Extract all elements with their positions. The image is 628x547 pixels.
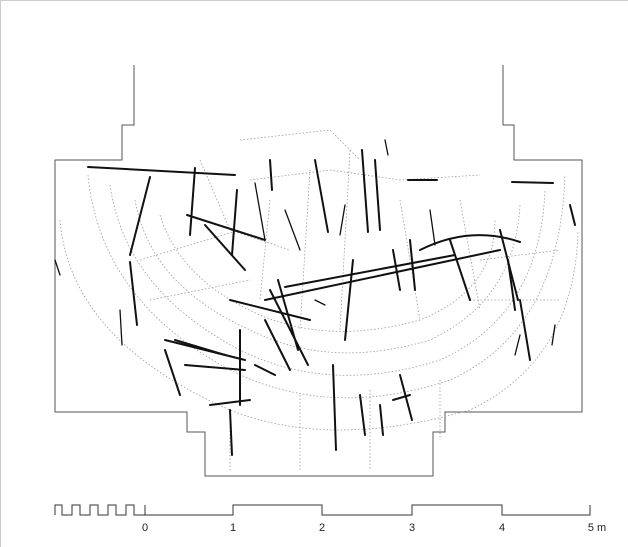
scale-label: 4	[499, 522, 505, 534]
scale-label: 3	[409, 522, 415, 534]
building-outline	[55, 65, 582, 476]
plan-drawing: 0 1 2 3 4 5 m	[0, 0, 628, 547]
scale-label: 5 m	[588, 522, 606, 534]
scale-bar: 0 1 2 3 4 5 m	[55, 505, 606, 534]
scale-label: 1	[230, 522, 236, 534]
black-strokes	[55, 140, 575, 455]
scale-label: 0	[142, 522, 148, 534]
scale-label: 2	[319, 522, 325, 534]
frame	[1, 1, 628, 547]
